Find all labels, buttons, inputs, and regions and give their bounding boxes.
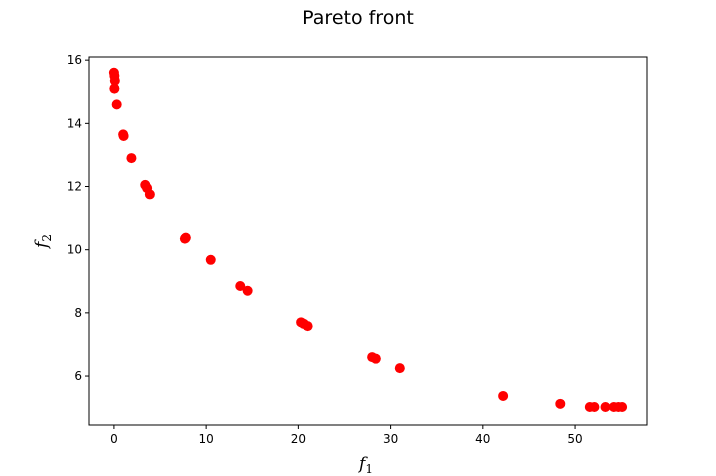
data-point-10 (144, 189, 155, 200)
data-point-6 (118, 130, 129, 141)
y-tick-label-3: 12 (67, 180, 82, 194)
plot-area-frame (88, 56, 648, 426)
data-point-13 (205, 254, 216, 265)
y-tick-label-2: 10 (67, 243, 82, 257)
x-tick-label-2: 20 (291, 432, 306, 446)
y-axis-label-base: f (32, 239, 52, 250)
x-tick-label-4: 40 (475, 432, 490, 446)
data-point-4 (111, 99, 122, 110)
x-tick-label-1: 10 (198, 432, 213, 446)
data-point-22 (498, 390, 509, 401)
data-point-26 (600, 401, 611, 412)
y-tick-label-4: 14 (67, 116, 82, 130)
y-tick-label-5: 16 (67, 53, 82, 67)
y-axis-label-sub: 2 (40, 234, 54, 242)
data-point-29 (617, 401, 628, 412)
chart-title: Pareto front (302, 7, 414, 29)
data-point-20 (370, 353, 381, 364)
data-point-7 (126, 153, 137, 164)
y-axis-label: f2 (32, 234, 54, 250)
data-point-15 (242, 285, 253, 296)
x-tick-label-0: 0 (110, 432, 118, 446)
points-layer (108, 67, 628, 412)
x-axis-label-base: f (357, 454, 368, 474)
data-point-21 (394, 363, 405, 374)
data-point-18 (302, 321, 313, 332)
y-axis-ticks: 6 8 10 12 14 16 (67, 53, 89, 383)
y-tick-label-1: 8 (74, 306, 82, 320)
y-tick-label-0: 6 (74, 369, 82, 383)
data-point-2 (109, 75, 120, 86)
x-tick-label-3: 30 (383, 432, 398, 446)
data-point-3 (109, 83, 120, 94)
data-point-23 (555, 398, 566, 409)
data-point-25 (589, 401, 600, 412)
x-axis-label: f1 (357, 454, 373, 476)
data-point-14 (235, 281, 246, 292)
data-point-12 (180, 232, 191, 243)
x-axis-label-sub: 1 (365, 462, 373, 476)
x-axis-ticks: 0 10 20 30 40 50 (110, 425, 583, 446)
x-tick-label-5: 50 (567, 432, 582, 446)
